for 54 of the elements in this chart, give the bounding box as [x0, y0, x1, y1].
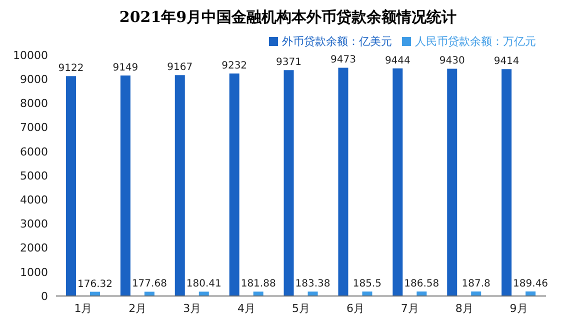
y-tick-label: 1000: [20, 266, 48, 279]
data-label: 9149: [112, 62, 138, 74]
bar: [66, 76, 76, 296]
y-tick-label: 10000: [13, 48, 48, 62]
x-tick-label: 6月: [346, 302, 364, 315]
bar: [447, 68, 458, 296]
data-label: 186.58: [404, 278, 440, 290]
y-tick-label: 2000: [20, 242, 48, 255]
bar: [253, 292, 264, 296]
data-label: 9232: [222, 60, 248, 72]
data-label: 9371: [276, 57, 302, 68]
x-tick-label: 5月: [292, 302, 310, 315]
data-label: 176.32: [78, 278, 112, 290]
data-label: 180.41: [186, 278, 222, 290]
y-tick-label: 8000: [20, 97, 48, 110]
bar: [284, 70, 294, 296]
legend-label: 外币贷款余额：亿美元: [282, 35, 392, 48]
x-tick-label: 4月: [238, 302, 256, 315]
y-tick-label: 6000: [20, 145, 48, 158]
data-label: 185.5: [352, 278, 382, 290]
bar: [120, 76, 130, 296]
x-tick-label: 1月: [74, 302, 92, 315]
x-tick-label: 9月: [510, 302, 528, 315]
bar: [308, 292, 318, 296]
y-tick-label: 0: [41, 290, 48, 303]
data-label: 9122: [58, 63, 84, 74]
data-label: 9473: [330, 54, 356, 66]
data-label: 9430: [439, 56, 465, 67]
y-tick-label: 3000: [20, 218, 48, 231]
bar: [392, 68, 403, 296]
x-tick-label: 8月: [455, 302, 474, 315]
data-label: 177.68: [132, 278, 167, 290]
data-label: 9444: [384, 55, 410, 66]
legend-label: 人民币贷款余额：万亿元: [415, 35, 536, 48]
bar: [198, 292, 209, 296]
x-tick-label: 3月: [183, 302, 202, 315]
data-label: 9414: [494, 56, 520, 68]
data-label: 187.8: [462, 278, 490, 290]
bar: [338, 68, 348, 296]
y-tick-label: 4000: [20, 194, 48, 207]
y-tick-label: 5000: [20, 169, 48, 182]
data-label: 181.88: [240, 278, 276, 290]
x-tick-label: 2月: [128, 302, 147, 315]
y-tick-label: 7000: [20, 121, 48, 134]
chart-title: 2021年9月中国金融机构本外币贷款余额情况统计: [118, 8, 458, 28]
data-label: 189.46: [513, 278, 548, 290]
x-tick-label: 7月: [400, 302, 419, 315]
bar: [144, 292, 154, 296]
bar: [229, 74, 240, 296]
bar: [502, 69, 512, 296]
data-label: 9167: [167, 62, 193, 74]
data-label: 183.38: [295, 278, 330, 290]
bar: [174, 75, 185, 296]
y-tick-label: 9000: [20, 73, 48, 86]
